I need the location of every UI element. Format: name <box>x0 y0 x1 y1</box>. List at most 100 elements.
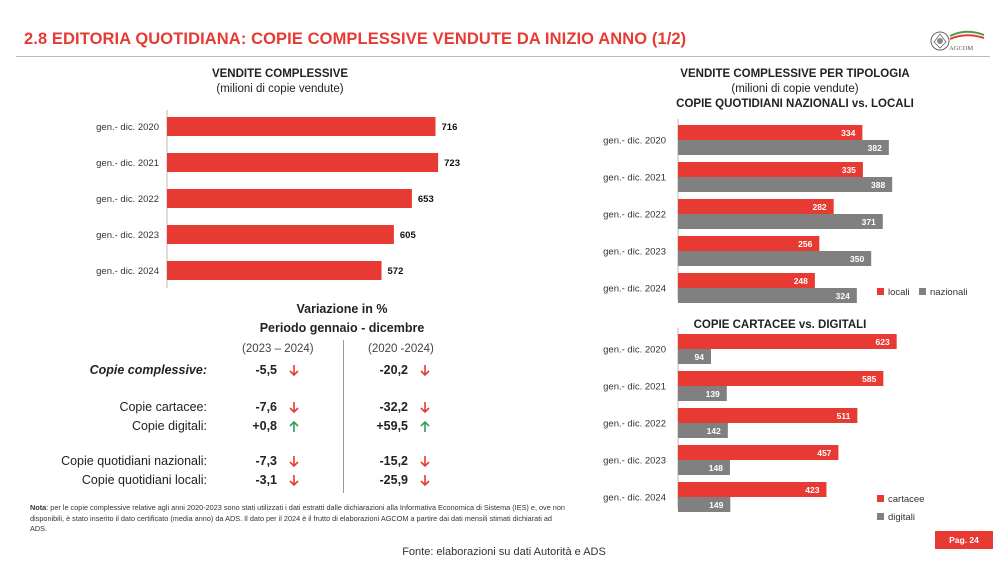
variation-value-2020-2024: -25,9 <box>379 473 409 487</box>
variation-value-2023-2024: -7,6 <box>255 400 277 414</box>
chart2-legend-swatch-nazionali <box>919 288 926 295</box>
chart2-category-label: gen.- dic. 2020 <box>603 136 666 147</box>
chart2-category-label: gen.- dic. 2021 <box>603 173 666 184</box>
chart1-title-block: VENDITE COMPLESSIVE (milioni di copie ve… <box>150 67 410 97</box>
chart1-category-label: gen.- dic. 2021 <box>96 158 159 169</box>
chart2-bar-nazionali <box>678 251 872 266</box>
variation-row: Copie cartacee: -7,6 -32,2 <box>0 400 460 418</box>
variation-title-line1: Variazione in % <box>296 302 388 316</box>
page-title: 2.8 EDITORIA QUOTIDIANA: COPIE COMPLESSI… <box>24 30 687 48</box>
arrow-up-icon <box>288 420 300 434</box>
arrow-down-icon <box>288 364 300 378</box>
variation-row-label: Copie cartacee: <box>119 400 207 414</box>
chart3-data-label: 423 <box>805 485 819 495</box>
variation-row-label: Copie complessive: <box>89 363 207 377</box>
chart1-bar <box>167 153 439 172</box>
chart2-data-label: 334 <box>841 128 855 138</box>
variation-value-2020-2024: +59,5 <box>376 419 408 433</box>
chart2-bar-locali <box>678 199 834 214</box>
chart2-data-label: 282 <box>812 202 826 212</box>
arrow-down-icon <box>419 474 431 488</box>
chart2-subtitle: (milioni di copie vendute) <box>731 83 859 95</box>
chart3-legend-swatch-digitali <box>877 513 884 520</box>
variation-row: Copie quotidiani locali: -3,1 -25,9 <box>0 473 460 491</box>
chart2-title2: COPIE QUOTIDIANI NAZIONALI vs. LOCALI <box>676 98 914 110</box>
arrow-up-icon <box>419 420 431 434</box>
chart2-bar-nazionali <box>678 177 893 192</box>
chart3-data-label: 149 <box>709 500 723 510</box>
chart3-bar-cartacee <box>678 334 897 349</box>
chart2-data-label: 256 <box>798 239 812 249</box>
chart3-data-label: 139 <box>706 389 720 399</box>
arrow-down-icon <box>288 401 300 415</box>
chart1-data-label: 723 <box>444 158 460 169</box>
chart3-bar-cartacee <box>678 482 827 497</box>
chart3-bar-digitali <box>678 460 730 475</box>
chart3-bar-digitali <box>678 349 711 364</box>
chart2-bar-nazionali <box>678 214 883 229</box>
chart2-category-label: gen.- dic. 2024 <box>603 284 666 295</box>
chart2-bar-nazionali <box>678 288 857 303</box>
variation-value-2020-2024: -20,2 <box>379 363 409 377</box>
variation-title-line2: Periodo gennaio - dicembre <box>259 321 425 335</box>
footnote: Nota: per le copie complessive relative … <box>30 503 570 535</box>
arrow-down-icon <box>288 455 300 469</box>
chart1-category-label: gen.- dic. 2024 <box>96 266 159 277</box>
chart2-legend-label-nazionali: nazionali <box>930 287 968 298</box>
footnote-label: Nota <box>30 503 47 512</box>
chart3-bar-digitali <box>678 386 727 401</box>
chart2-title: VENDITE COMPLESSIVE PER TIPOLOGIA <box>680 68 910 80</box>
chart3-legend-label-digitali: digitali <box>888 512 915 523</box>
variation-col2-header: (2020 -2024) <box>368 343 434 355</box>
chart2-data-label: 388 <box>871 180 885 190</box>
variation-col1-header: (2023 – 2024) <box>242 343 314 355</box>
chart1-category-label: gen.- dic. 2020 <box>96 122 159 133</box>
chart2-data-label: 248 <box>794 276 808 286</box>
title-divider <box>16 56 990 57</box>
variation-row-label: Copie digitali: <box>131 419 207 433</box>
chart2-category-label: gen.- dic. 2023 <box>603 247 666 258</box>
chart3-bar-cartacee <box>678 371 884 386</box>
chart3-category-label: gen.- dic. 2022 <box>603 419 666 430</box>
variation-value-2023-2024: -3,1 <box>255 473 277 487</box>
variation-row: Copie digitali: +0,8 +59,5 <box>0 419 460 437</box>
chart1-bar <box>167 225 394 244</box>
chart2-bar-locali <box>678 236 820 251</box>
chart2-bar-locali <box>678 273 815 288</box>
variation-value-2020-2024: -15,2 <box>379 454 409 468</box>
chart1-bar <box>167 117 436 136</box>
chart3-title: COPIE CARTACEE vs. DIGITALI <box>693 319 867 331</box>
chart3-data-label: 142 <box>707 426 721 436</box>
chart3-category-label: gen.- dic. 2024 <box>603 493 666 504</box>
chart2-category-label: gen.- dic. 2022 <box>603 210 666 221</box>
variation-row-label: Copie quotidiani nazionali: <box>61 454 207 468</box>
source-line: Fonte: elaborazioni su dati Autorità e A… <box>402 546 606 558</box>
chart3-category-label: gen.- dic. 2023 <box>603 456 666 467</box>
chart2-data-label: 335 <box>842 165 856 175</box>
chart2-bar-locali <box>678 162 863 177</box>
chart3-bar-cartacee <box>678 445 839 460</box>
chart3-data-label: 511 <box>837 411 851 421</box>
chart2-data-label: 350 <box>850 254 864 264</box>
variation-value-2023-2024: +0,8 <box>252 419 277 433</box>
chart2-data-label: 382 <box>868 143 882 153</box>
agcom-logo-icon <box>930 30 985 51</box>
chart1-category-label: gen.- dic. 2022 <box>96 194 159 205</box>
chart2-legend-label-locali: locali <box>888 287 910 298</box>
variation-row: Copie complessive: -5,5 -20,2 <box>0 363 460 381</box>
chart1-data-label: 605 <box>400 230 417 241</box>
chart1-title: VENDITE COMPLESSIVE <box>211 68 349 80</box>
chart3-category-label: gen.- dic. 2020 <box>603 345 666 356</box>
chart2-bar-locali <box>678 125 863 140</box>
chart3-data-label: 585 <box>862 374 876 384</box>
chart3-title-block: COPIE CARTACEE vs. DIGITALI <box>660 318 900 333</box>
chart3-data-label: 94 <box>695 352 705 362</box>
chart1-bar <box>167 189 412 208</box>
chart1-data-label: 572 <box>388 266 404 277</box>
variation-value-2023-2024: -7,3 <box>255 454 277 468</box>
chart1-data-label: 716 <box>442 122 458 133</box>
page-number-badge: Pag. 24 <box>935 531 993 549</box>
chart3-legend-label-cartacee: cartacee <box>888 494 924 505</box>
arrow-down-icon <box>419 455 431 469</box>
chart1-subtitle: (milioni di copie vendute) <box>216 83 344 95</box>
